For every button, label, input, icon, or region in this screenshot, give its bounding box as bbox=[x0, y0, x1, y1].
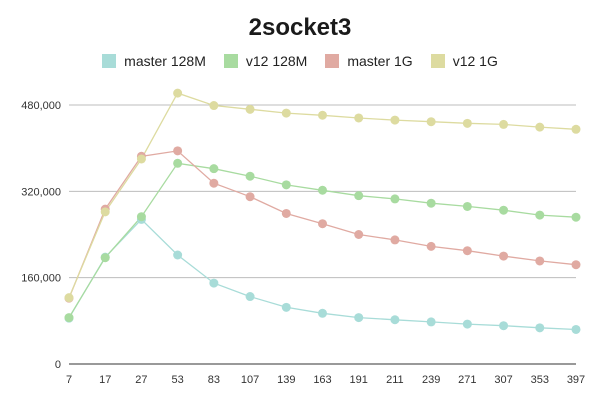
data-point-series-3 bbox=[281, 108, 291, 118]
data-point-series-0 bbox=[390, 315, 400, 325]
legend-swatch-v12-128m bbox=[223, 54, 238, 68]
data-point-series-0 bbox=[426, 317, 436, 327]
data-point-series-2 bbox=[281, 208, 291, 218]
data-point-series-1 bbox=[571, 212, 581, 222]
x-tick-label: 7 bbox=[66, 374, 72, 386]
data-point-series-1 bbox=[535, 210, 545, 220]
x-tick-label: 163 bbox=[313, 374, 331, 386]
data-point-series-2 bbox=[426, 241, 436, 251]
x-tick-label: 271 bbox=[458, 374, 476, 386]
data-point-series-3 bbox=[462, 118, 472, 128]
data-point-series-3 bbox=[571, 124, 581, 134]
x-tick-label: 239 bbox=[422, 374, 440, 386]
x-tick-label: 139 bbox=[277, 374, 295, 386]
legend-label-v12-1g: v12 1G bbox=[452, 53, 498, 69]
data-point-series-1 bbox=[173, 158, 183, 168]
data-point-series-3 bbox=[245, 104, 255, 114]
y-tick-label: 160,000 bbox=[21, 273, 61, 285]
data-point-series-1 bbox=[318, 185, 327, 195]
x-tick-label: 353 bbox=[531, 374, 549, 386]
data-point-series-3 bbox=[499, 119, 509, 129]
x-tick-label: 83 bbox=[208, 374, 220, 386]
data-point-series-0 bbox=[173, 250, 183, 260]
data-point-series-3 bbox=[535, 122, 545, 132]
data-point-series-2 bbox=[390, 235, 400, 245]
y-tick-label: 320,000 bbox=[21, 186, 61, 198]
chart-title: 2socket3 bbox=[248, 14, 352, 41]
data-point-series-1 bbox=[426, 198, 436, 208]
data-point-series-0 bbox=[535, 323, 545, 333]
legend-item-master-1g: master 1G bbox=[325, 51, 413, 71]
legend-item-master-128m: master 128M bbox=[102, 51, 206, 71]
data-point-series-2 bbox=[354, 230, 364, 239]
data-point-series-1 bbox=[209, 164, 219, 174]
data-point-series-1 bbox=[136, 212, 146, 222]
legend-item-v12-128m: v12 128M bbox=[223, 51, 308, 71]
data-point-series-2 bbox=[499, 251, 509, 261]
x-tick-label: 107 bbox=[241, 374, 259, 386]
data-point-series-2 bbox=[462, 246, 472, 256]
data-point-series-0 bbox=[499, 321, 509, 331]
data-point-series-1 bbox=[281, 180, 291, 190]
legend-label-v12-128m: v12 128M bbox=[245, 53, 308, 69]
data-point-series-0 bbox=[245, 292, 255, 302]
data-point-series-0 bbox=[462, 319, 472, 329]
data-point-series-2 bbox=[209, 178, 219, 188]
data-point-series-1 bbox=[499, 205, 509, 215]
data-point-series-1 bbox=[245, 171, 255, 181]
data-point-series-3 bbox=[390, 115, 400, 125]
data-point-series-0 bbox=[209, 278, 219, 288]
data-point-series-3 bbox=[209, 101, 219, 111]
x-tick-label: 17 bbox=[99, 374, 111, 386]
y-tick-label: 0 bbox=[55, 359, 61, 371]
data-point-series-2 bbox=[571, 260, 581, 270]
data-point-series-1 bbox=[462, 201, 472, 211]
legend-label-master-128m: master 128M bbox=[124, 53, 206, 69]
legend-swatch-v12-1g bbox=[430, 54, 445, 68]
data-point-series-2 bbox=[245, 192, 255, 202]
x-tick-label: 191 bbox=[350, 374, 368, 386]
legend-item-v12-1g: v12 1G bbox=[430, 51, 498, 71]
data-point-series-1 bbox=[390, 194, 400, 204]
data-point-series-0 bbox=[318, 308, 327, 318]
data-point-series-1 bbox=[354, 191, 364, 201]
data-point-series-1 bbox=[64, 313, 74, 323]
data-point-series-3 bbox=[354, 113, 364, 123]
data-point-series-0 bbox=[281, 302, 291, 312]
data-point-series-3 bbox=[136, 154, 146, 164]
x-tick-label: 307 bbox=[494, 374, 512, 386]
data-point-series-3 bbox=[64, 293, 74, 303]
data-point-series-3 bbox=[318, 110, 327, 120]
x-tick-label: 397 bbox=[567, 374, 585, 386]
x-tick-label: 27 bbox=[135, 374, 147, 386]
data-point-series-2 bbox=[318, 219, 327, 229]
data-point-series-3 bbox=[100, 207, 110, 217]
legend-swatch-master-128m bbox=[102, 54, 117, 68]
data-point-series-2 bbox=[535, 256, 545, 266]
y-tick-label: 480,000 bbox=[21, 100, 61, 112]
legend-swatch-master-1g bbox=[325, 54, 340, 68]
data-point-series-1 bbox=[100, 253, 110, 263]
data-point-series-0 bbox=[571, 324, 581, 334]
x-tick-label: 211 bbox=[386, 374, 404, 386]
data-point-series-2 bbox=[173, 146, 183, 156]
legend: master 128M v12 128M master 1G v12 1G bbox=[0, 51, 600, 71]
data-point-series-3 bbox=[426, 117, 436, 127]
data-point-series-0 bbox=[354, 313, 364, 323]
legend-label-master-1g: master 1G bbox=[347, 53, 413, 69]
x-tick-label: 53 bbox=[172, 374, 184, 386]
data-point-series-3 bbox=[173, 88, 183, 98]
